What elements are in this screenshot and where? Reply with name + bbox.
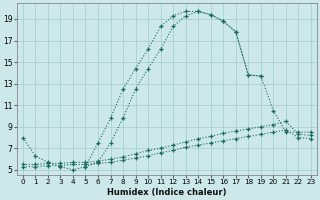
X-axis label: Humidex (Indice chaleur): Humidex (Indice chaleur) (107, 188, 227, 197)
